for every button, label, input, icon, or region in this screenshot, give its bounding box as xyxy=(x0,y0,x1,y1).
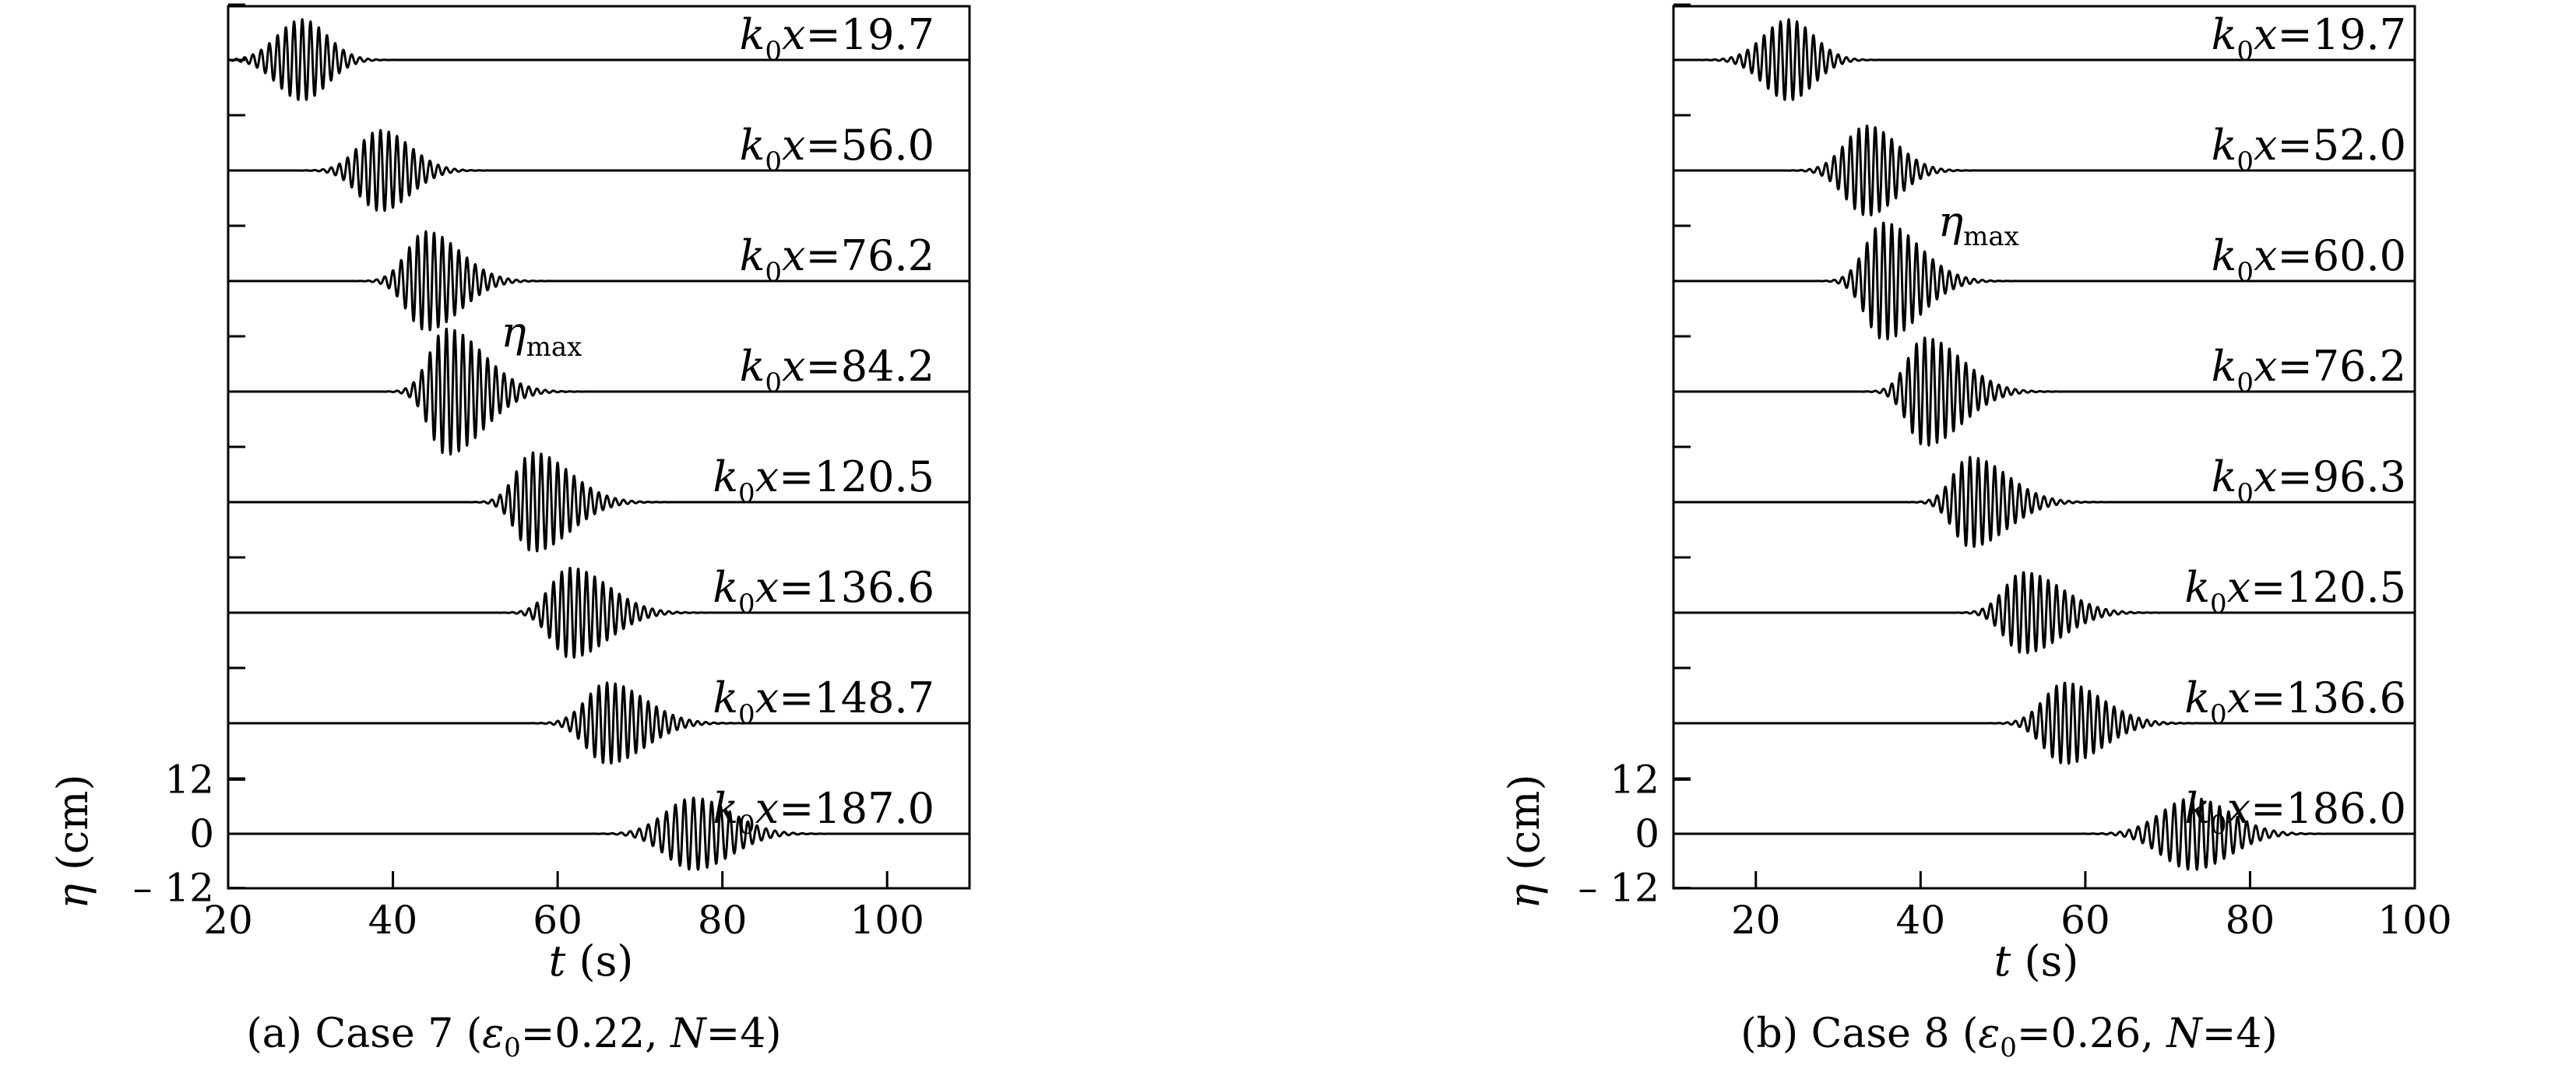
station-label: k0x=96.3 xyxy=(2212,452,2406,509)
wave-trace xyxy=(227,681,971,764)
station-label: k0x=56.0 xyxy=(740,121,934,177)
x-tick-label: 80 xyxy=(698,898,748,943)
x-axis-title: t (s) xyxy=(1994,937,2079,986)
x-axis-title: t (s) xyxy=(549,937,634,986)
wave-trace xyxy=(1672,18,2416,101)
station-label: k0x=136.6 xyxy=(2184,673,2406,730)
panel-caption: (b) Case 8 (ε0=0.26, N=4) xyxy=(1740,1010,2278,1063)
station-label: k0x=120.5 xyxy=(713,452,934,509)
x-tick-label: 80 xyxy=(2226,898,2275,943)
panel-case-8: 12 0 – 12 20 40 60 80 100 t (s) η (cm) k0x=19.7 k0x… xyxy=(1500,3,2452,1063)
station-6: k0x=136.6 xyxy=(1672,673,2416,765)
wave-trace xyxy=(1672,681,2416,765)
wave-trace xyxy=(1672,455,2416,548)
station-label: k0x=19.7 xyxy=(2212,10,2406,67)
station-label: k0x=186.0 xyxy=(2184,784,2406,841)
y-tick-label: 0 xyxy=(189,811,214,856)
wave-trace xyxy=(1672,571,2416,655)
station-label: k0x=84.2 xyxy=(740,342,934,399)
station-4: k0x=120.5 xyxy=(227,451,971,553)
wave-trace xyxy=(227,18,971,101)
y-tick-label: 12 xyxy=(164,757,214,802)
x-tick-label: 100 xyxy=(850,898,924,943)
wave-trace xyxy=(227,230,971,332)
station-label: k0x=136.6 xyxy=(713,563,934,620)
station-label: k0x=76.2 xyxy=(2212,342,2406,399)
x-tick-label: 60 xyxy=(533,898,582,943)
wave-trace xyxy=(227,796,971,871)
station-5: k0x=136.6 xyxy=(227,563,971,659)
station-7: k0x=186.0 xyxy=(1672,784,2416,871)
station-7: k0x=187.0 xyxy=(227,784,971,871)
eta-max-annotation: ηmax xyxy=(1938,197,2019,252)
station-label: k0x=187.0 xyxy=(713,784,934,841)
wave-trace xyxy=(227,327,971,456)
y-axis-title: η (cm) xyxy=(48,774,97,909)
x-tick-label: 20 xyxy=(203,898,253,943)
station-1: k0x=52.0 xyxy=(1672,121,2416,216)
station-6: k0x=148.7 xyxy=(227,673,971,764)
station-0: k0x=19.7 xyxy=(227,10,971,101)
panel-caption: (a) Case 7 (ε0=0.22, N=4) xyxy=(246,1010,781,1063)
station-label: k0x=60.0 xyxy=(2212,231,2406,288)
station-2: k0x=60.0 xyxy=(1672,221,2416,341)
x-tick-label: 40 xyxy=(1896,898,1946,943)
x-tick-label: 40 xyxy=(368,898,418,943)
y-tick-label: – 12 xyxy=(132,866,214,911)
wave-trace xyxy=(1672,796,2416,871)
x-tick-label: 20 xyxy=(1731,898,1781,943)
wave-trace xyxy=(1672,336,2416,447)
wave-trace xyxy=(227,451,971,553)
wave-trace xyxy=(227,128,971,213)
station-label: k0x=76.2 xyxy=(740,231,934,288)
station-0: k0x=19.7 xyxy=(1672,10,2416,101)
station-1: k0x=56.0 xyxy=(227,121,971,213)
station-label: k0x=148.7 xyxy=(713,673,934,730)
wave-trace xyxy=(227,567,971,659)
y-tick-label: 12 xyxy=(1610,757,1659,802)
station-label: k0x=120.5 xyxy=(2184,563,2406,620)
station-label: k0x=19.7 xyxy=(740,10,934,67)
x-tick-label: 60 xyxy=(2060,898,2110,943)
y-tick-label: – 12 xyxy=(1578,866,1659,911)
wave-trace xyxy=(1672,221,2416,341)
y-ticks xyxy=(1673,3,1691,890)
station-3: k0x=84.2 xyxy=(227,327,971,456)
station-4: k0x=96.3 xyxy=(1672,452,2416,548)
station-2: k0x=76.2 xyxy=(227,230,971,332)
x-tick-label: 100 xyxy=(2377,898,2451,943)
station-5: k0x=120.5 xyxy=(1672,563,2416,655)
wave-trace xyxy=(1672,125,2416,216)
station-label: k0x=52.0 xyxy=(2212,121,2406,177)
y-axis-title: η (cm) xyxy=(1500,774,1549,909)
y-ticks xyxy=(228,3,245,890)
y-tick-label: 0 xyxy=(1635,811,1659,856)
station-3: k0x=76.2 xyxy=(1672,336,2416,447)
eta-max-annotation: ηmax xyxy=(501,308,582,363)
